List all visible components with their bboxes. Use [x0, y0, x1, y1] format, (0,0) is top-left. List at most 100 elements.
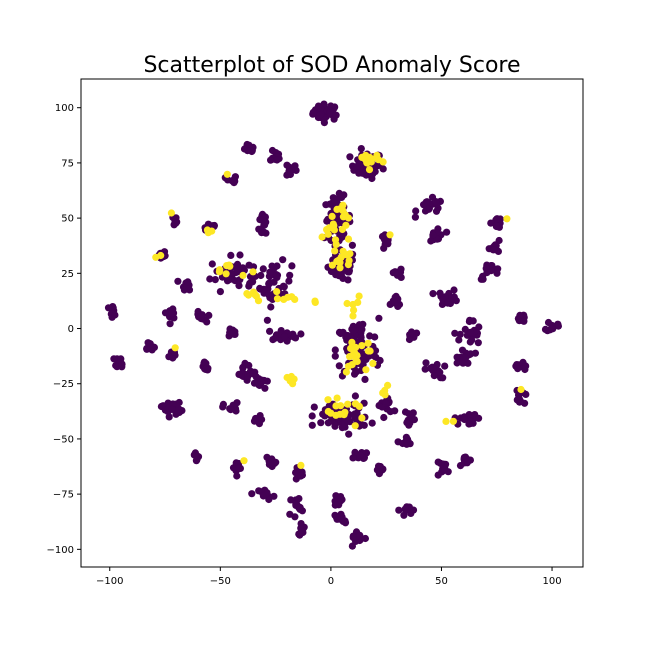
point-normal	[257, 271, 265, 280]
point-normal	[259, 265, 267, 273]
point-normal	[426, 364, 435, 372]
point-normal	[386, 408, 394, 416]
x-tick-label: 50	[435, 576, 448, 587]
point-normal	[118, 360, 126, 368]
point-normal	[420, 201, 428, 209]
point-normal	[168, 405, 176, 413]
point-normal	[267, 156, 275, 164]
point-normal	[356, 451, 365, 459]
point-normal	[227, 269, 235, 277]
point-normal	[422, 359, 430, 367]
point-normal	[166, 320, 174, 328]
point-normal	[395, 506, 403, 514]
point-normal	[206, 275, 214, 283]
point-normal	[397, 265, 405, 273]
point-normal	[286, 271, 294, 279]
point-normal	[434, 471, 442, 479]
point-normal	[378, 232, 387, 241]
point-anomaly	[273, 288, 281, 296]
point-normal	[462, 354, 470, 362]
point-normal	[258, 378, 266, 386]
point-normal	[258, 229, 266, 237]
point-anomaly	[358, 153, 366, 161]
x-tick-label: 100	[542, 576, 561, 587]
axes-frame	[80, 78, 584, 568]
point-normal	[345, 430, 353, 438]
point-normal	[370, 352, 378, 360]
point-normal	[490, 246, 498, 254]
point-normal	[349, 454, 357, 462]
point-normal	[338, 514, 346, 523]
point-normal	[429, 290, 437, 298]
point-normal	[411, 213, 419, 221]
point-normal	[231, 173, 239, 181]
point-normal	[403, 419, 411, 427]
point-normal	[375, 314, 383, 322]
point-normal	[165, 353, 173, 361]
point-normal	[168, 309, 176, 317]
point-normal	[216, 288, 224, 296]
point-normal	[479, 272, 487, 280]
point-normal	[265, 280, 273, 288]
point-normal	[263, 316, 271, 324]
point-anomaly	[345, 256, 353, 265]
point-anomaly	[449, 417, 457, 425]
point-normal	[520, 317, 528, 325]
point-normal	[351, 448, 359, 456]
point-anomaly	[327, 409, 335, 417]
point-normal	[475, 323, 483, 331]
x-tick-label: −50	[210, 576, 231, 587]
point-normal	[295, 495, 303, 503]
point-normal	[448, 294, 456, 302]
point-normal	[297, 330, 305, 338]
point-normal	[261, 384, 269, 392]
point-normal	[174, 277, 182, 285]
point-anomaly	[348, 361, 356, 369]
point-normal	[421, 365, 429, 373]
point-normal	[227, 251, 235, 259]
point-normal	[432, 207, 441, 215]
point-anomaly	[358, 414, 366, 422]
point-normal	[250, 417, 259, 425]
point-normal	[351, 392, 359, 400]
point-normal	[249, 278, 257, 286]
point-anomaly	[344, 400, 352, 408]
x-tick-label: 0	[328, 576, 334, 587]
point-normal	[230, 179, 238, 187]
point-normal	[228, 330, 236, 338]
point-normal	[554, 320, 562, 328]
point-anomaly	[379, 158, 387, 166]
point-normal	[455, 336, 463, 344]
point-normal	[316, 111, 324, 119]
point-normal	[202, 359, 210, 367]
point-normal	[456, 330, 464, 338]
point-normal	[295, 504, 303, 512]
point-anomaly	[297, 461, 305, 469]
point-anomaly	[243, 290, 251, 298]
y-tick-label: −25	[53, 379, 74, 390]
point-normal	[436, 368, 444, 376]
x-tick-label: −100	[96, 576, 123, 587]
point-anomaly	[343, 299, 351, 308]
point-normal	[250, 379, 259, 387]
point-normal	[436, 289, 444, 297]
point-normal	[111, 311, 119, 319]
point-normal	[474, 339, 482, 347]
point-anomaly	[358, 342, 366, 350]
point-anomaly	[311, 298, 319, 306]
point-anomaly	[333, 205, 341, 213]
point-normal	[548, 325, 556, 333]
point-normal	[453, 359, 461, 367]
point-normal	[255, 487, 263, 495]
point-anomaly	[254, 297, 263, 305]
point-anomaly	[251, 291, 259, 299]
point-normal	[332, 492, 340, 500]
point-normal	[328, 416, 336, 424]
point-anomaly	[329, 220, 337, 228]
point-anomaly	[348, 338, 356, 346]
point-normal	[487, 219, 495, 227]
point-normal	[441, 362, 449, 370]
point-normal	[465, 420, 473, 428]
point-anomaly	[171, 344, 179, 352]
